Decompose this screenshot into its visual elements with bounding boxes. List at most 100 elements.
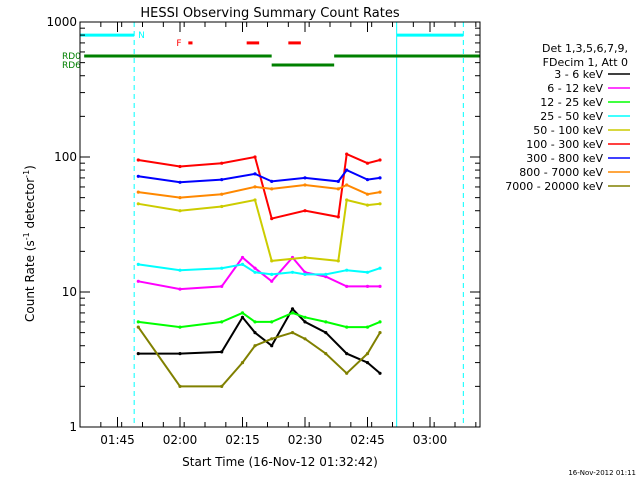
- legend-entry-label: 7000 - 20000 keV: [505, 180, 603, 193]
- series-point: [178, 209, 182, 213]
- series-point: [253, 172, 257, 176]
- series-point: [178, 180, 182, 184]
- y-axis-label: Count Rate (s-1 detector-1): [22, 165, 37, 322]
- series-point: [136, 352, 140, 356]
- series-point: [336, 187, 340, 191]
- y-axis-label-mid: detector: [23, 178, 37, 233]
- x-tick-label: 02:00: [163, 433, 198, 447]
- x-tick-label: 02:30: [288, 433, 323, 447]
- series-point: [378, 371, 382, 375]
- series-point: [303, 176, 307, 180]
- series-point: [303, 337, 307, 341]
- series-point: [178, 164, 182, 169]
- legend-entry-label: 25 - 50 keV: [540, 110, 603, 123]
- y-axis-label-sup1: -1: [22, 232, 31, 240]
- series-point: [220, 284, 224, 288]
- series-point: [136, 190, 140, 194]
- series-point: [336, 259, 340, 263]
- legend-entry-label: 50 - 100 keV: [533, 124, 603, 137]
- series-point: [220, 266, 224, 270]
- series-point: [253, 270, 257, 274]
- legend-header-line: FDecim 1, Att 0: [543, 56, 628, 69]
- series-point: [378, 284, 382, 288]
- series-point: [270, 344, 274, 348]
- series-point: [303, 209, 307, 213]
- series-point: [136, 279, 140, 283]
- series-point: [220, 178, 224, 182]
- legend-entry-label: 6 - 12 keV: [547, 82, 603, 95]
- flag-bar-label: N: [138, 31, 145, 41]
- series-line: [138, 152, 381, 220]
- series-point: [378, 331, 382, 335]
- series-line: [138, 183, 381, 199]
- series-point: [290, 307, 295, 311]
- series-point: [220, 161, 224, 165]
- series-point: [253, 155, 257, 159]
- series-point: [270, 259, 274, 263]
- series-point: [270, 179, 274, 183]
- series-point: [378, 158, 382, 162]
- series-point: [365, 203, 370, 207]
- y-tick-label: 1000: [46, 15, 77, 29]
- series-point: [253, 331, 257, 335]
- series-point: [365, 178, 370, 182]
- series-point: [220, 192, 224, 196]
- series-point: [324, 272, 328, 276]
- series-point: [303, 272, 307, 276]
- series-point: [178, 325, 182, 329]
- legend-entry-label: 3 - 6 keV: [554, 68, 603, 81]
- series-line: [138, 198, 381, 262]
- series-point: [136, 158, 140, 162]
- series-point: [178, 268, 182, 272]
- axis-layer: 1 10 100 1000 01:45 02:00 02:15 02:30 02:45 03:00: [46, 15, 480, 447]
- legend: Det 1,3,5,6,7,9,FDecim 1, Att 03 - 6 keV…: [505, 42, 630, 193]
- series-line: [138, 255, 380, 291]
- series-point: [324, 331, 328, 335]
- series-point: [324, 352, 328, 356]
- plot-frame: [79, 21, 481, 428]
- legend-entry-label: 800 - 7000 keV: [519, 166, 603, 179]
- series-point: [240, 315, 245, 319]
- x-tick-label: 03:00: [413, 433, 448, 447]
- series-point: [136, 320, 140, 324]
- legend-entry-label: 300 - 800 keV: [526, 152, 603, 165]
- series-point: [303, 315, 307, 319]
- series-point: [378, 190, 382, 194]
- y-tick-label: 100: [54, 150, 77, 164]
- series-point: [253, 344, 257, 348]
- series-point: [336, 215, 340, 219]
- series-point: [178, 384, 182, 388]
- series-point: [253, 320, 257, 324]
- series-point: [270, 337, 274, 341]
- legend-header-line: Det 1,3,5,6,7,9,: [542, 42, 628, 55]
- series-point: [240, 311, 245, 315]
- series-point: [378, 320, 382, 324]
- series-point: [220, 350, 224, 354]
- series-line: [137, 326, 381, 388]
- flag-bar-label: RD6: [62, 61, 81, 71]
- x-axis-label: Start Time (16-Nov-12 01:32:42): [182, 455, 378, 469]
- series-point: [270, 217, 274, 221]
- series-point: [365, 352, 370, 356]
- data-layer: [136, 152, 382, 388]
- series-point: [345, 183, 349, 187]
- series-line: [138, 168, 381, 184]
- series-point: [365, 161, 370, 165]
- series-point: [136, 174, 140, 178]
- series-point: [365, 192, 370, 196]
- series-point: [324, 320, 328, 324]
- series-point: [270, 272, 274, 276]
- series-point: [303, 183, 307, 187]
- series-point: [336, 179, 340, 183]
- series-point: [345, 352, 349, 356]
- series-point: [178, 352, 182, 356]
- series-point: [220, 384, 224, 388]
- y-axis-label-sup2: -1: [22, 170, 31, 178]
- series-line: [138, 311, 381, 329]
- flag-bar-label: RD0: [62, 52, 81, 62]
- series-point: [178, 287, 182, 291]
- series-point: [365, 270, 370, 274]
